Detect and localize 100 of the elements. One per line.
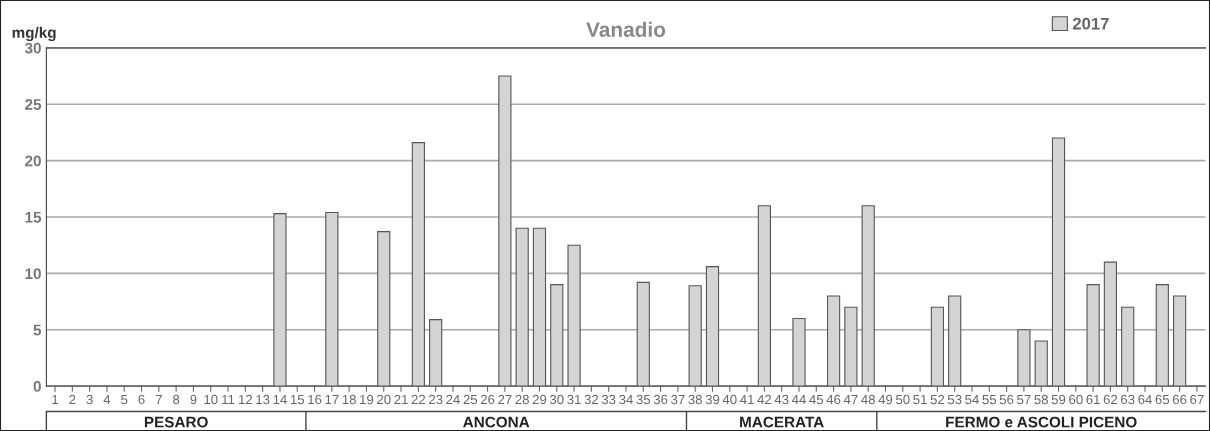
x-tick-label: 54	[965, 394, 979, 405]
bar	[705, 266, 720, 387]
text: MACERATA	[740, 416, 824, 428]
x-tick-label: 13	[256, 394, 270, 405]
x-tick-label: 48	[861, 394, 875, 405]
bar	[757, 205, 771, 387]
bar	[498, 75, 512, 387]
x-tick-label: 7	[155, 394, 162, 405]
x-tick-label: 9	[190, 394, 197, 405]
bar	[411, 142, 425, 387]
x-tick-label: 27	[498, 394, 512, 405]
bar	[377, 231, 391, 387]
x-tick-label: 8	[173, 394, 180, 405]
bar	[930, 306, 945, 387]
bar	[948, 295, 962, 387]
x-tick-label: 31	[567, 394, 581, 405]
text: ANCONA	[463, 416, 530, 428]
bar	[688, 285, 702, 387]
bar	[1017, 329, 1031, 387]
x-tick-label: 44	[791, 394, 806, 405]
x-tick-label: 1	[52, 394, 59, 405]
x-tick-label: 15	[290, 394, 305, 405]
x-tick-label: 40	[722, 394, 737, 405]
x-tick-label: 14	[273, 394, 287, 405]
x-tick-label: 46	[826, 394, 841, 405]
chart-title: Vanadio	[586, 21, 666, 37]
y-tick-label: 25	[25, 99, 42, 110]
x-tick-label: 45	[809, 394, 824, 405]
bar	[1173, 295, 1187, 387]
x-tick-label: 62	[1103, 394, 1118, 405]
x-tick-label: 38	[688, 394, 702, 405]
x-tick-label: 17	[325, 394, 339, 405]
x-tick-label: 49	[878, 394, 893, 405]
x-tick-label: 43	[774, 394, 789, 405]
x-tick-label: 42	[757, 394, 772, 405]
x-tick-label: 2	[69, 394, 76, 405]
bar	[532, 227, 547, 387]
x-tick-label: 4	[103, 394, 111, 405]
x-tick-label: 36	[653, 394, 668, 405]
x-tick-label: 35	[636, 394, 651, 405]
x-tick-label: 16	[308, 394, 322, 405]
x-tick-label: 50	[895, 394, 910, 405]
legend-label: 2017	[1072, 17, 1109, 30]
x-tick-label: 19	[360, 394, 374, 405]
y-axis-title: mg/kg	[12, 26, 56, 42]
text: PESARO	[144, 416, 208, 428]
bar	[1051, 137, 1066, 387]
x-tick-label: 55	[982, 394, 997, 405]
x-tick-label: 63	[1121, 394, 1135, 405]
x-tick-label: 56	[999, 394, 1014, 405]
x-tick-label: 29	[532, 394, 547, 405]
bar	[844, 306, 858, 387]
text: FERMO e ASCOLI PICENO	[946, 416, 1137, 428]
bar	[826, 295, 841, 387]
x-tick-label: 22	[411, 394, 426, 405]
bar	[861, 205, 875, 387]
bar	[429, 319, 443, 387]
bar	[1034, 340, 1048, 387]
bar	[550, 284, 564, 387]
x-tick-label: 33	[601, 394, 616, 405]
x-tick-label: 12	[239, 394, 253, 405]
x-tick-label: 28	[515, 394, 529, 405]
x-tick-label: 59	[1051, 394, 1066, 405]
x-tick-label: 67	[1190, 394, 1204, 405]
bar	[567, 244, 581, 387]
x-tick-label: 58	[1034, 394, 1048, 405]
x-tick-label: 23	[428, 394, 443, 405]
x-tick-label: 3	[86, 394, 93, 405]
x-tick-label: 10	[204, 394, 218, 405]
x-tick-label: 32	[584, 394, 599, 405]
x-tick-label: 26	[480, 394, 495, 405]
y-tick-label: 15	[25, 212, 42, 223]
bar	[1103, 261, 1118, 387]
x-tick-label: 30	[549, 394, 564, 405]
x-tick-label: 11	[222, 394, 235, 405]
x-tick-label: 65	[1155, 394, 1170, 405]
x-tick-label: 18	[342, 394, 356, 405]
bar	[1121, 306, 1135, 387]
bar	[515, 227, 529, 387]
bar	[1086, 284, 1100, 387]
bar	[273, 213, 287, 387]
x-tick-label: 21	[394, 394, 408, 405]
bar	[792, 317, 806, 387]
x-tick-label: 57	[1017, 394, 1031, 405]
x-tick-label: 47	[843, 394, 858, 405]
x-tick-label: 51	[913, 394, 927, 405]
x-tick-label: 64	[1138, 394, 1152, 405]
bar	[1155, 284, 1169, 387]
y-tick-label: 30	[24, 42, 41, 54]
x-tick-label: 37	[671, 394, 685, 405]
bar	[636, 281, 650, 387]
bar	[325, 211, 339, 387]
x-tick-label: 61	[1086, 394, 1100, 405]
x-tick-label: 60	[1069, 394, 1083, 405]
y-tick-label: 20	[25, 155, 41, 167]
y-tick-label: 0	[33, 381, 41, 392]
x-tick-label: 52	[930, 394, 945, 405]
x-tick-label: 53	[947, 394, 962, 405]
x-tick-label: 66	[1172, 394, 1187, 405]
x-tick-label: 24	[446, 394, 460, 405]
